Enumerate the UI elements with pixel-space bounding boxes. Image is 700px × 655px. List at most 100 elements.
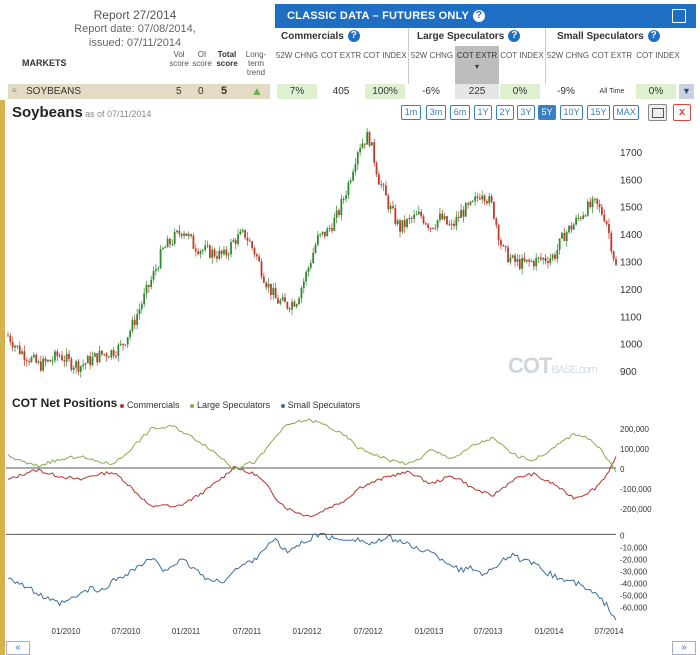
candle-body <box>56 351 59 357</box>
scroll-left-button[interactable]: « <box>6 641 30 655</box>
candle-body <box>356 152 359 165</box>
candle-body <box>122 343 124 346</box>
candle-body <box>180 233 183 236</box>
candle-body <box>241 229 244 232</box>
net-y-tick: 200,000 <box>620 425 649 434</box>
group-commercials: Commercials? <box>275 28 411 46</box>
candle-body <box>532 261 535 267</box>
candle-body <box>211 249 214 258</box>
candle-body <box>9 335 12 343</box>
candle-body <box>86 356 89 364</box>
candle-body <box>117 344 120 356</box>
candle-body <box>422 216 425 224</box>
expand-icon[interactable]: ▼ <box>679 84 694 99</box>
candle-body <box>302 281 305 289</box>
candle-body <box>234 240 237 244</box>
candle-body <box>359 148 362 153</box>
comm-cot-index: 100% <box>365 84 405 99</box>
candle-body <box>516 259 519 262</box>
candle-body <box>248 240 251 242</box>
series-line-large-speculators <box>7 418 617 473</box>
candle-body <box>511 255 514 258</box>
candle-body <box>39 361 42 371</box>
candle-body <box>375 162 378 175</box>
price-y-tick: 900 <box>620 367 637 378</box>
help-icon[interactable]: ? <box>473 10 486 23</box>
candle-body <box>288 308 291 310</box>
candle-body <box>89 356 92 365</box>
candle-body <box>225 249 228 256</box>
period-button-1m[interactable]: 1m <box>401 105 421 120</box>
candle-body <box>450 223 453 225</box>
candle-body <box>568 225 570 233</box>
x-tick-label: 01/2010 <box>52 627 81 636</box>
scroll-right-button[interactable]: » <box>672 641 696 655</box>
large-cot-index: 0% <box>500 84 540 99</box>
small-y-tick: -10,000 <box>620 543 648 552</box>
period-button-max[interactable]: MAX <box>613 105 639 120</box>
candle-body <box>201 250 204 252</box>
report-issued: issued: 07/11/2014 <box>88 37 182 49</box>
oi-score: 0 <box>198 86 204 97</box>
candle-body <box>478 197 481 200</box>
small-y-tick: -50,000 <box>620 591 648 600</box>
candle-body <box>173 232 176 244</box>
candle-body <box>328 227 331 229</box>
period-button-3m[interactable]: 3m <box>426 105 446 120</box>
up-arrow-icon: ▲ <box>251 84 263 98</box>
candle-body <box>443 216 446 220</box>
candle-body <box>612 251 615 260</box>
sort-down-icon: ▾ <box>474 62 479 71</box>
candle-body <box>363 143 366 145</box>
col-52w: 52W CHNG <box>275 51 319 60</box>
close-icon[interactable]: x <box>673 104 691 121</box>
period-button-10y[interactable]: 10Y <box>560 105 583 120</box>
col-cot-extr-sorted[interactable]: COT EXTR ▾ <box>455 46 499 86</box>
help-icon[interactable]: ? <box>347 30 360 43</box>
candle-body <box>42 358 45 371</box>
candle-body <box>159 249 162 269</box>
classic-data-title: CLASSIC DATA – FUTURES ONLY <box>287 10 470 22</box>
candle-body <box>284 297 286 303</box>
candle-body <box>138 309 141 315</box>
legend: Commercials Large Speculators Small Spec… <box>120 400 360 410</box>
group-small-specs: Small Speculators? <box>551 28 697 46</box>
candle-body <box>230 242 232 255</box>
candle-body <box>319 233 322 236</box>
x-tick-label: 07/2011 <box>233 627 262 636</box>
candle-body <box>171 243 174 245</box>
market-row-soybeans[interactable]: ≡ SOYBEANS 5 0 5 ▲ <box>8 84 270 99</box>
period-button-2y[interactable]: 2Y <box>496 105 514 120</box>
net-positions-chart: -200,000 -100,000 0 100,000 200,000 <box>6 418 652 518</box>
candle-body <box>547 261 549 264</box>
print-chart-button[interactable] <box>648 104 667 121</box>
print-icon[interactable] <box>672 9 686 23</box>
legend-dot-large <box>190 403 195 408</box>
candle-body <box>251 241 254 248</box>
candle-body <box>455 216 458 226</box>
chart-title: Soybeans <box>12 104 83 121</box>
candle-body <box>500 240 502 246</box>
period-button-15y[interactable]: 15Y <box>587 105 610 120</box>
candle-body <box>378 174 380 185</box>
x-tick-label: 07/2012 <box>354 627 383 636</box>
candle-body <box>270 283 272 296</box>
legend-large: Large Speculators <box>197 400 271 410</box>
period-button-5y[interactable]: 5Y <box>538 105 556 120</box>
candle-body <box>307 267 310 272</box>
help-icon[interactable]: ? <box>508 30 521 43</box>
x-tick-label: 07/2010 <box>112 627 141 636</box>
net-y-tick: 0 <box>620 465 625 474</box>
help-icon[interactable]: ? <box>647 30 660 43</box>
price-y-tick: 1300 <box>620 257 643 268</box>
candle-body <box>115 355 117 357</box>
comm-52w: 7% <box>277 84 317 99</box>
period-button-3y[interactable]: 3Y <box>517 105 535 120</box>
candle-body <box>32 354 35 358</box>
report-info: Report 27/2014 Report date: 07/08/2014, … <box>60 8 210 50</box>
period-button-6m[interactable]: 6m <box>450 105 470 120</box>
candle-body <box>528 259 531 262</box>
period-button-1y[interactable]: 1Y <box>474 105 492 120</box>
candle-body <box>549 258 552 264</box>
drag-icon[interactable]: ≡ <box>12 86 17 95</box>
